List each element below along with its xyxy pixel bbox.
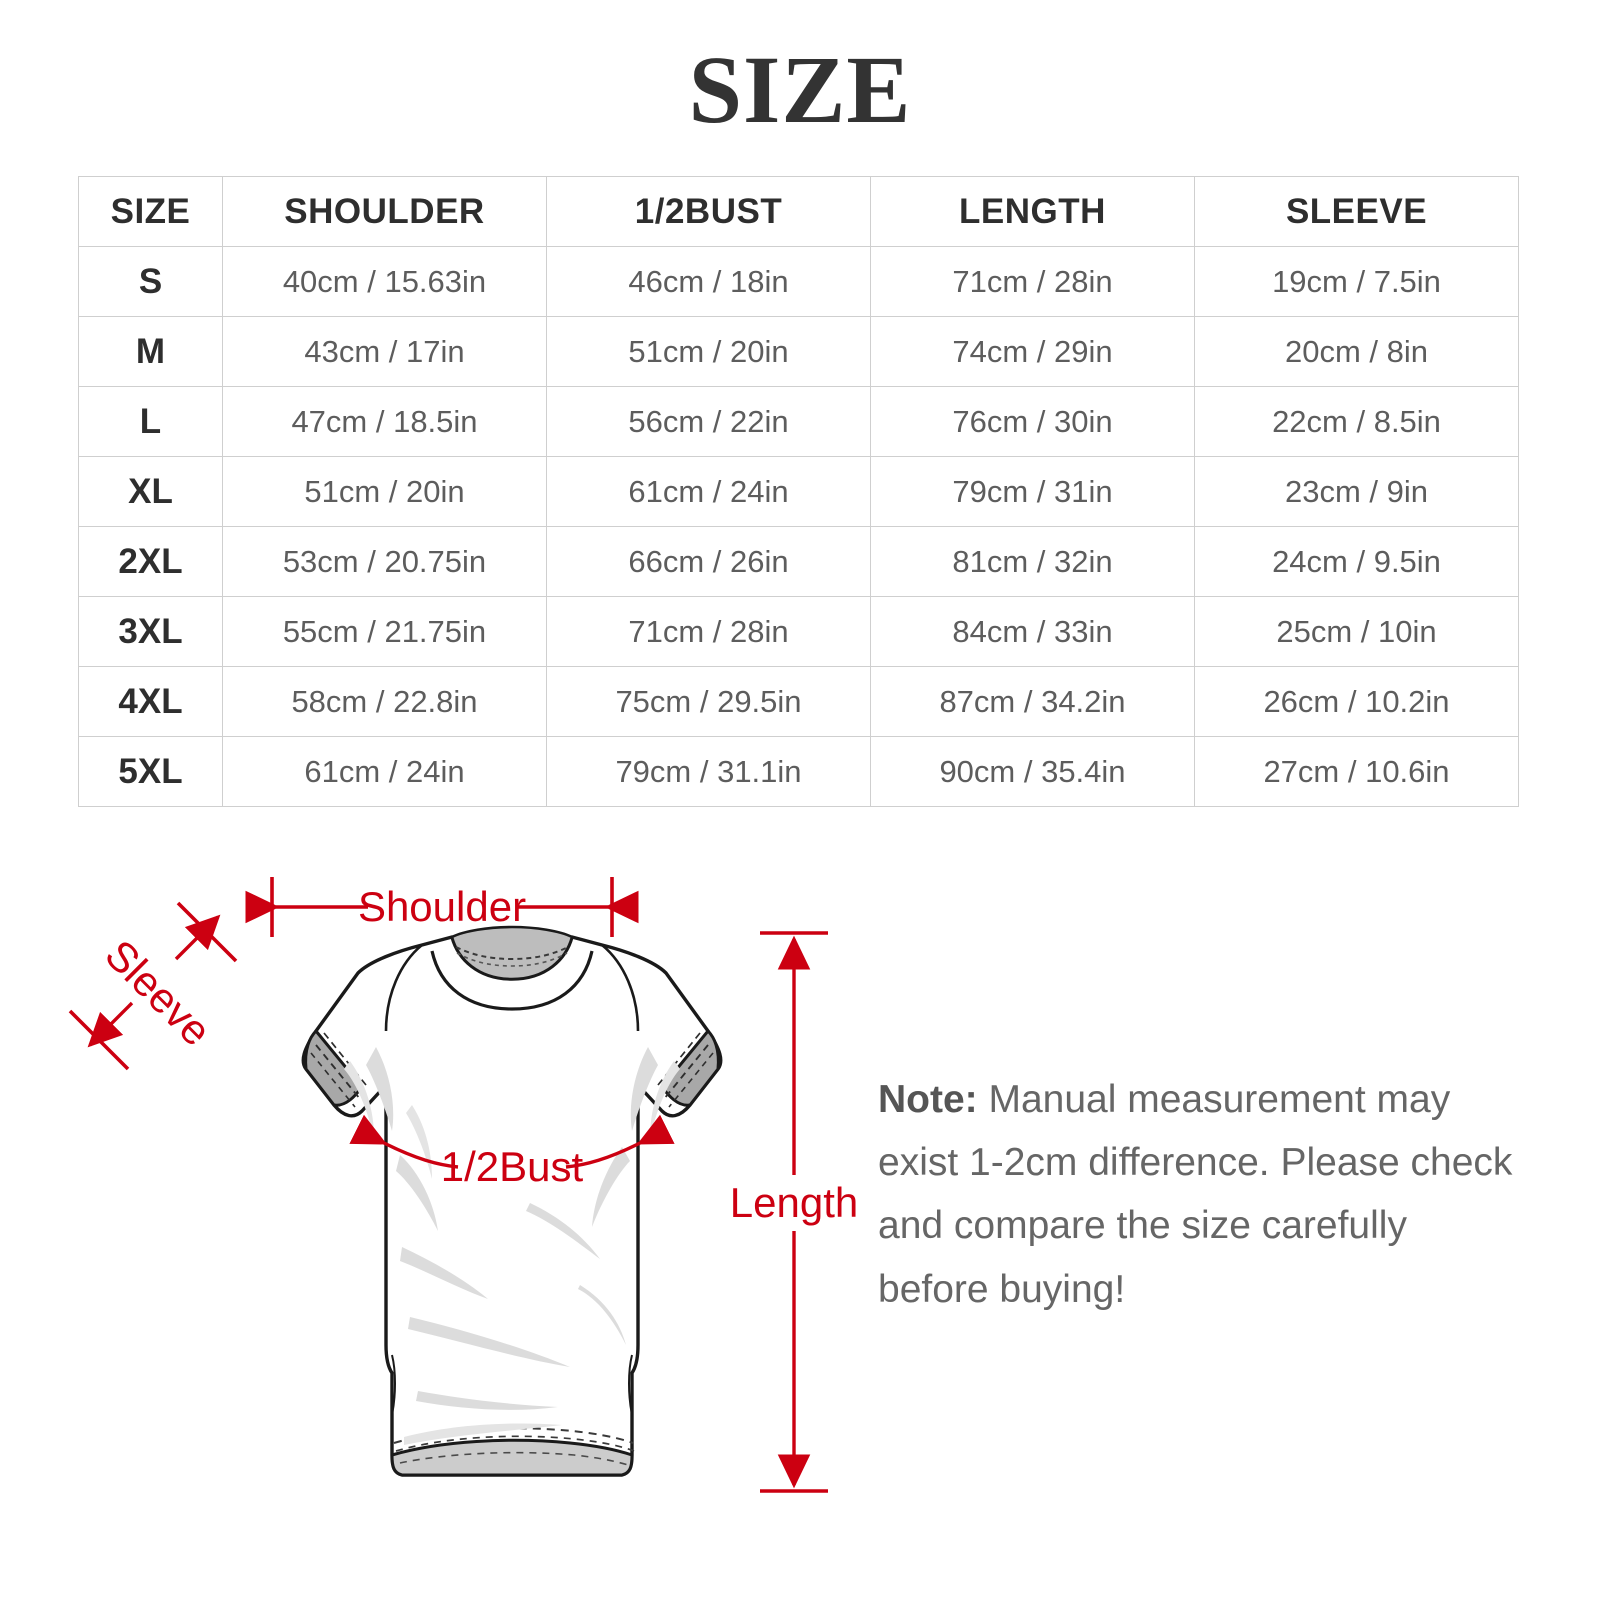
page-title: SIZE [688, 36, 912, 143]
shoulder-label: Shoulder [358, 883, 526, 930]
column-header-size: SIZE [78, 176, 223, 247]
size-chart-table: SIZE SHOULDER 1/2BUST LENGTH SLEEVE S 40… [78, 176, 1519, 807]
table-header-row: SIZE SHOULDER 1/2BUST LENGTH SLEEVE [78, 176, 1519, 247]
table-row: L 47cm / 18.5in 56cm / 22in 76cm / 30in … [78, 386, 1519, 457]
column-header-shoulder: SHOULDER [222, 176, 547, 247]
cell-length: 79cm / 31in [870, 456, 1195, 527]
cell-sleeve: 25cm / 10in [1194, 596, 1519, 667]
size-chart-container: SIZE SHOULDER 1/2BUST LENGTH SLEEVE S 40… [78, 176, 1519, 807]
cell-shoulder: 40cm / 15.63in [222, 246, 547, 317]
note-label: Note: [878, 1078, 978, 1121]
column-header-length: LENGTH [870, 176, 1195, 247]
table-row: 3XL 55cm / 21.75in 71cm / 28in 84cm / 33… [78, 596, 1519, 667]
cell-shoulder: 55cm / 21.75in [222, 596, 547, 667]
cell-bust: 79cm / 31.1in [546, 736, 871, 807]
cell-bust: 61cm / 24in [546, 456, 871, 527]
cell-length: 87cm / 34.2in [870, 666, 1195, 737]
double-arrow-curved-icon [349, 1114, 675, 1169]
measurement-diagram: Shoulder Sleeve 1/2Bust Length [60, 855, 860, 1555]
cell-shoulder: 47cm / 18.5in [222, 386, 547, 457]
double-arrow-vertical-icon [760, 931, 828, 1493]
cell-bust: 46cm / 18in [546, 246, 871, 317]
cell-length: 76cm / 30in [870, 386, 1195, 457]
cell-length: 84cm / 33in [870, 596, 1195, 667]
size-label: S [78, 246, 223, 317]
note-block: Note: Manual measurement may exist 1-2cm… [878, 1068, 1518, 1321]
cell-length: 71cm / 28in [870, 246, 1195, 317]
cell-shoulder: 43cm / 17in [222, 316, 547, 387]
size-label: M [78, 316, 223, 387]
cell-sleeve: 19cm / 7.5in [1194, 246, 1519, 317]
column-header-sleeve: SLEEVE [1194, 176, 1519, 247]
cell-sleeve: 27cm / 10.6in [1194, 736, 1519, 807]
size-label: 2XL [78, 526, 223, 597]
cell-length: 74cm / 29in [870, 316, 1195, 387]
table-row: S 40cm / 15.63in 46cm / 18in 71cm / 28in… [78, 246, 1519, 317]
cell-shoulder: 61cm / 24in [222, 736, 547, 807]
cell-length: 81cm / 32in [870, 526, 1195, 597]
cell-bust: 75cm / 29.5in [546, 666, 871, 737]
cell-shoulder: 53cm / 20.75in [222, 526, 547, 597]
cell-length: 90cm / 35.4in [870, 736, 1195, 807]
size-label: 5XL [78, 736, 223, 807]
length-label: Length [730, 1179, 858, 1226]
table-row: 4XL 58cm / 22.8in 75cm / 29.5in 87cm / 3… [78, 666, 1519, 737]
table-row: M 43cm / 17in 51cm / 20in 74cm / 29in 20… [78, 316, 1519, 387]
table-row: 5XL 61cm / 24in 79cm / 31.1in 90cm / 35.… [78, 736, 1519, 807]
table-row: 2XL 53cm / 20.75in 66cm / 26in 81cm / 32… [78, 526, 1519, 597]
table-row: XL 51cm / 20in 61cm / 24in 79cm / 31in 2… [78, 456, 1519, 527]
cell-shoulder: 58cm / 22.8in [222, 666, 547, 737]
double-arrow-diagonal-icon [68, 901, 238, 1071]
column-header-bust: 1/2BUST [546, 176, 871, 247]
note-text: Manual measurement may exist 1-2cm diffe… [878, 1078, 1513, 1311]
cell-sleeve: 23cm / 9in [1194, 456, 1519, 527]
size-label: L [78, 386, 223, 457]
cell-shoulder: 51cm / 20in [222, 456, 547, 527]
cell-bust: 51cm / 20in [546, 316, 871, 387]
bust-label: 1/2Bust [441, 1143, 584, 1190]
cell-bust: 66cm / 26in [546, 526, 871, 597]
cell-sleeve: 22cm / 8.5in [1194, 386, 1519, 457]
size-label: XL [78, 456, 223, 527]
size-label: 3XL [78, 596, 223, 667]
tshirt-icon [301, 925, 723, 1477]
sleeve-label: Sleeve [96, 931, 220, 1055]
cell-sleeve: 26cm / 10.2in [1194, 666, 1519, 737]
cell-sleeve: 20cm / 8in [1194, 316, 1519, 387]
size-label: 4XL [78, 666, 223, 737]
cell-sleeve: 24cm / 9.5in [1194, 526, 1519, 597]
cell-bust: 71cm / 28in [546, 596, 871, 667]
cell-bust: 56cm / 22in [546, 386, 871, 457]
double-arrow-horizontal-icon [245, 877, 639, 937]
